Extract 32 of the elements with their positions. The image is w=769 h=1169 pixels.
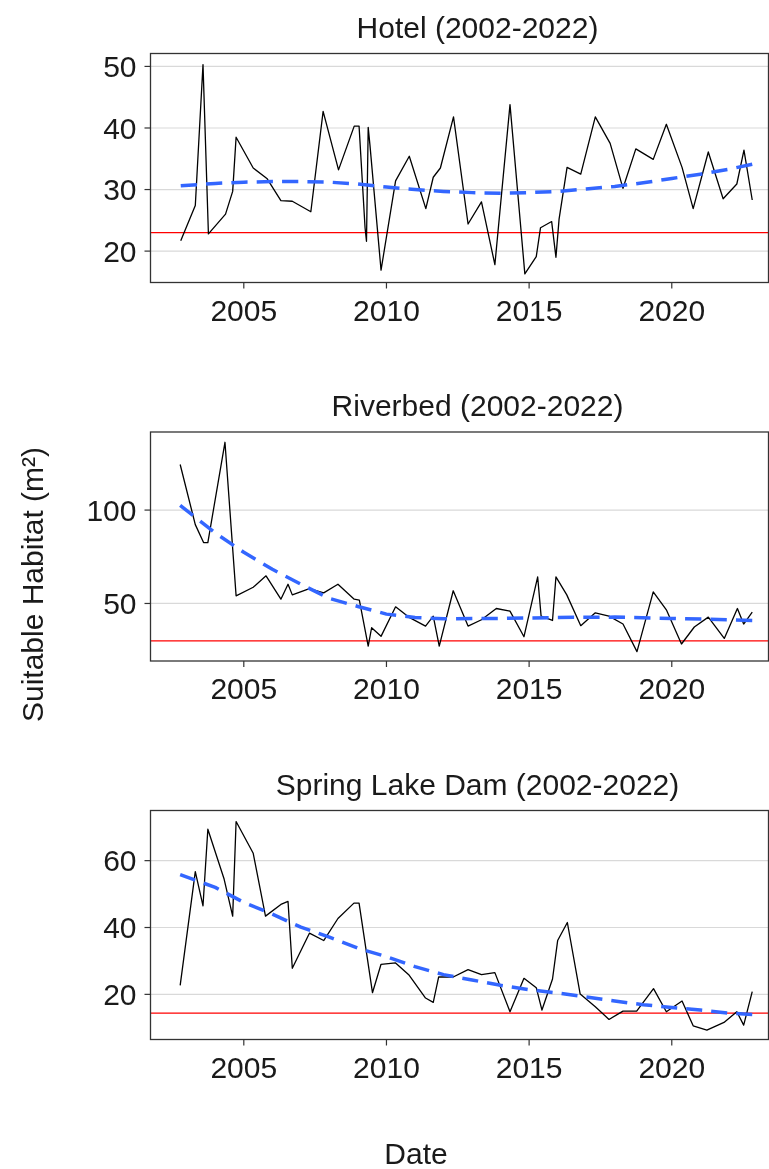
line-series: [180, 63, 753, 275]
line-series: [178, 872, 754, 1017]
line-series: [178, 162, 754, 195]
x-tick-label: 2020: [638, 293, 706, 327]
line-series: [179, 441, 753, 653]
y-tick-label: 20: [103, 234, 137, 268]
x-tick-label: 2005: [210, 672, 278, 705]
y-tick-label: 100: [86, 493, 137, 527]
y-tick-label: 30: [103, 173, 137, 207]
line-series: [179, 820, 753, 1031]
y-tick-label: 60: [103, 844, 137, 878]
y-axis-title: Suitable Habitat (m²): [16, 446, 49, 723]
x-tick-label: 2015: [495, 672, 563, 705]
y-tick-label: 50: [103, 50, 137, 84]
line-series: [178, 503, 754, 623]
y-tick-label: 50: [103, 587, 137, 621]
y-tick-label: 40: [103, 911, 137, 945]
x-tick-label: 2005: [210, 1050, 278, 1084]
chart-title: Riverbed (2002-2022): [331, 389, 624, 422]
x-tick-label: 2020: [638, 672, 706, 705]
chart-title: Spring Lake Dam (2002-2022): [275, 767, 680, 801]
chart-title: Hotel (2002-2022): [356, 10, 599, 44]
x-tick-label: 2005: [210, 293, 278, 327]
y-tick-label: 40: [103, 111, 137, 145]
x-tick-label: 2015: [495, 293, 563, 327]
y-tick-label: 20: [103, 978, 137, 1012]
x-tick-label: 2010: [353, 293, 420, 327]
x-tick-label: 2010: [353, 672, 420, 705]
x-axis-title: Date: [384, 1137, 448, 1169]
x-tick-label: 2010: [353, 1050, 420, 1084]
x-tick-label: 2015: [495, 1050, 563, 1084]
x-tick-label: 2020: [638, 1050, 706, 1084]
